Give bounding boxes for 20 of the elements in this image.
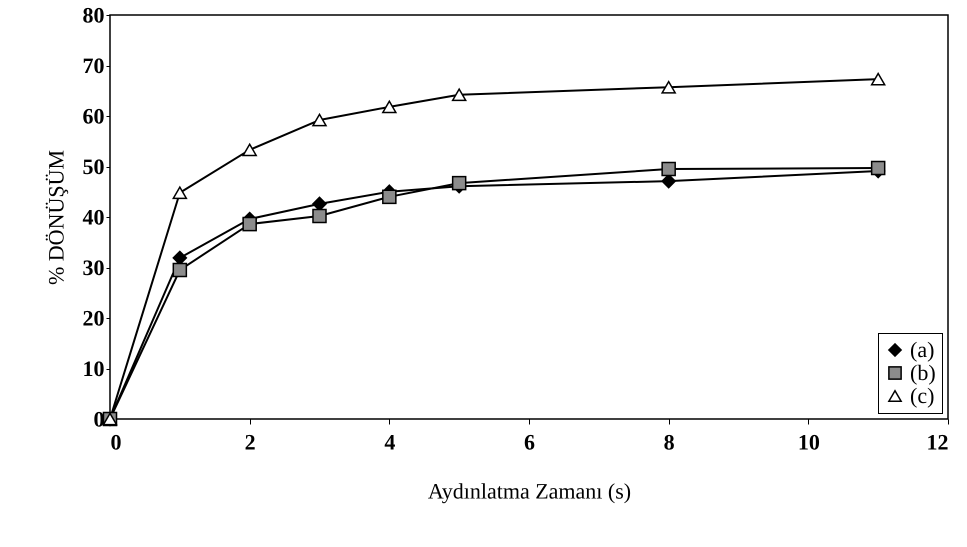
y-tick-label: 20	[82, 306, 104, 330]
y-axis-title: % DÖNÜŞÜM	[44, 150, 68, 286]
x-tick-label: 12	[926, 430, 948, 454]
x-tick-label: 4	[384, 430, 396, 454]
x-tick-label: 2	[244, 430, 256, 454]
y-tick-label: 50	[82, 154, 104, 179]
x-tick-label: 8	[664, 430, 675, 454]
y-tick-label: 40	[82, 204, 104, 230]
legend-label: (b)	[910, 360, 936, 385]
legend-label: (a)	[910, 337, 934, 362]
y-tick-label: 0	[94, 406, 104, 432]
y-tick-label: 80	[82, 2, 104, 28]
x-tick-label: 0	[110, 430, 122, 454]
y-tick-label: 60	[82, 104, 104, 128]
y-tick-label: 10	[82, 356, 104, 381]
y-tick-label: 70	[82, 53, 104, 78]
x-tick-label: 6	[524, 430, 535, 454]
y-tick-label: 30	[82, 255, 104, 280]
x-axis-title: Aydınlatma Zamanı (s)	[428, 478, 632, 504]
x-tick-label: 10	[798, 430, 820, 454]
